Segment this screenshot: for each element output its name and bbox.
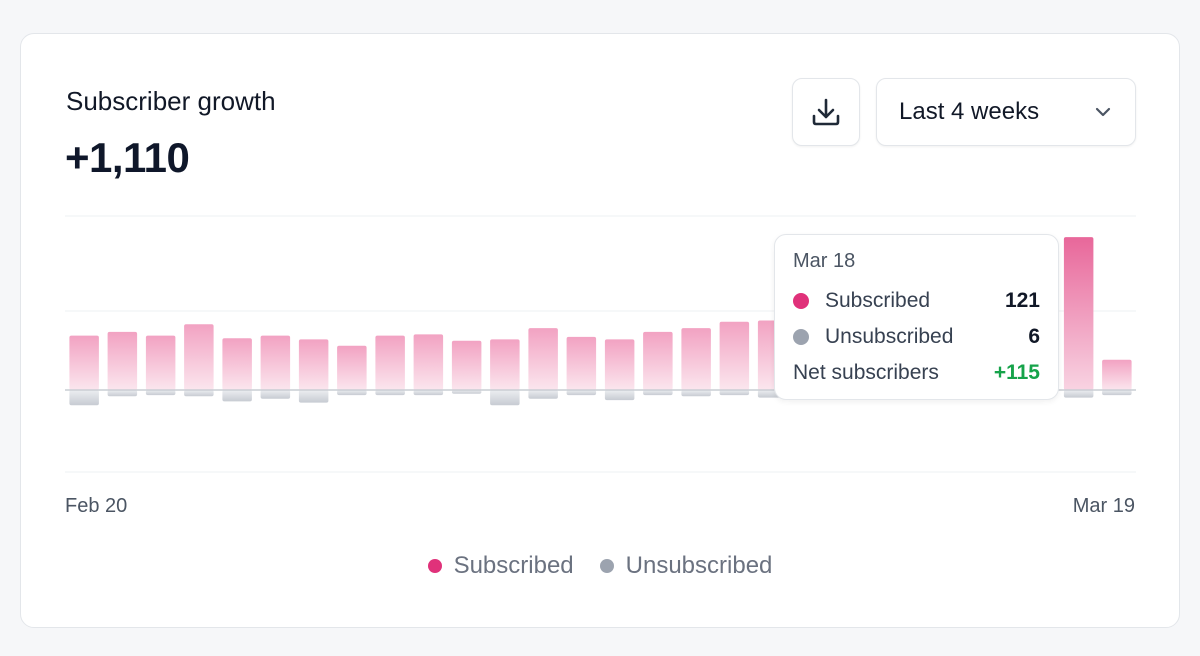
tooltip-date: Mar 18 (793, 250, 856, 272)
unsubscribed-bar-feb-26 (298, 390, 329, 403)
unsubscribed-bar-mar-5 (566, 390, 597, 396)
unsubscribed-bar-mar-2 (451, 390, 482, 394)
subscriber-growth-card: Subscriber growth +1,110 Last 4 weeks Ma… (20, 33, 1180, 628)
unsubscribed-dot-icon (793, 329, 809, 345)
unsubscribed-bar-feb-21 (107, 390, 138, 397)
tooltip-subscribed-value: 121 (1004, 289, 1040, 312)
tooltip-unsubscribed-row: Unsubscribed 6 (793, 324, 1040, 350)
subscribed-bar-mar-3 (490, 339, 520, 390)
legend-item-subscribed[interactable]: Subscribed (427, 552, 574, 580)
unsubscribed-bar-mar-19 (1102, 390, 1132, 396)
tooltip-unsubscribed-value: 6 (1028, 325, 1040, 348)
unsubscribed-bar-feb-27 (337, 390, 367, 396)
unsubscribed-bar-feb-20 (69, 390, 99, 406)
tooltip-unsubscribed-label: Unsubscribed (825, 325, 954, 348)
chart-tooltip: Mar 18 Subscribed 121 Unsubscribed 6 Net… (774, 234, 1059, 400)
subscribed-bar-mar-7 (643, 331, 673, 390)
legend-item-unsubscribed[interactable]: Unsubscribed (599, 552, 773, 580)
download-button[interactable] (792, 78, 860, 146)
unsubscribed-bar-mar-6 (604, 390, 635, 401)
unsubscribed-bar-mar-4 (528, 390, 558, 399)
subscribed-bar-feb-25 (260, 335, 291, 390)
unsubscribed-bar-mar-8 (681, 390, 711, 397)
subscribed-dot-icon (793, 293, 809, 309)
unsubscribed-bar-mar-1 (413, 390, 444, 396)
tooltip-subscribed-label: Subscribed (825, 289, 931, 312)
unsubscribed-bar-mar-3 (490, 390, 520, 406)
subscribed-bar-feb-28 (375, 335, 405, 390)
subscribed-bar-feb-24 (222, 338, 252, 390)
tooltip-net-value: +115 (993, 361, 1040, 384)
unsubscribed-bar-feb-22 (145, 390, 176, 396)
date-range-label: Last 4 weeks (899, 98, 1040, 125)
date-range-select[interactable]: Last 4 weeks (876, 78, 1136, 146)
subscribed-bar-mar-18 (1063, 237, 1094, 390)
subscribed-bar-mar-19 (1102, 359, 1132, 390)
tooltip-subscribed-row: Subscribed 121 (793, 288, 1040, 314)
subscribed-bar-feb-22 (145, 335, 176, 390)
unsubscribed-bar-feb-23 (184, 390, 214, 397)
subscribed-bar-feb-26 (298, 339, 329, 390)
chevron-down-icon (1095, 107, 1111, 117)
subscribed-bar-mar-8 (681, 328, 711, 390)
unsubscribed-bar-feb-25 (260, 390, 291, 399)
legend-unsubscribed-dot-icon (599, 559, 614, 573)
unsubscribed-bar-mar-9 (719, 390, 750, 396)
download-icon (812, 98, 840, 126)
unsubscribed-bar-feb-24 (222, 390, 252, 402)
subscribed-bar-mar-4 (528, 328, 558, 390)
tooltip-net-row: Net subscribers +115 (793, 360, 1040, 386)
subscribed-bar-feb-23 (184, 324, 214, 390)
tooltip-net-label: Net subscribers (793, 361, 939, 384)
unsubscribed-bar-feb-28 (375, 390, 405, 396)
subscribed-bar-mar-2 (451, 340, 482, 390)
x-tick-label-end: Mar 19 (1072, 495, 1135, 517)
x-tick-label-start: Feb 20 (65, 495, 128, 517)
subscribed-bar-mar-9 (719, 321, 750, 390)
legend-unsubscribed-label: Unsubscribed (625, 552, 773, 579)
unsubscribed-bar-mar-7 (643, 390, 673, 396)
subscribed-bar-mar-5 (566, 336, 597, 390)
unsubscribed-bar-mar-18 (1063, 390, 1094, 398)
chart-legend: Subscribed Unsubscribed (21, 552, 1179, 580)
card-title: Subscriber growth (66, 86, 276, 116)
total-net-subscribers: +1,110 (65, 134, 190, 181)
subscribed-bar-feb-21 (107, 331, 138, 390)
legend-subscribed-label: Subscribed (453, 552, 574, 579)
subscribed-bar-mar-6 (604, 339, 635, 390)
subscribed-bar-feb-27 (337, 345, 367, 390)
subscribed-bar-mar-1 (413, 334, 444, 390)
legend-subscribed-dot-icon (427, 559, 442, 573)
subscribed-bar-feb-20 (69, 335, 99, 390)
